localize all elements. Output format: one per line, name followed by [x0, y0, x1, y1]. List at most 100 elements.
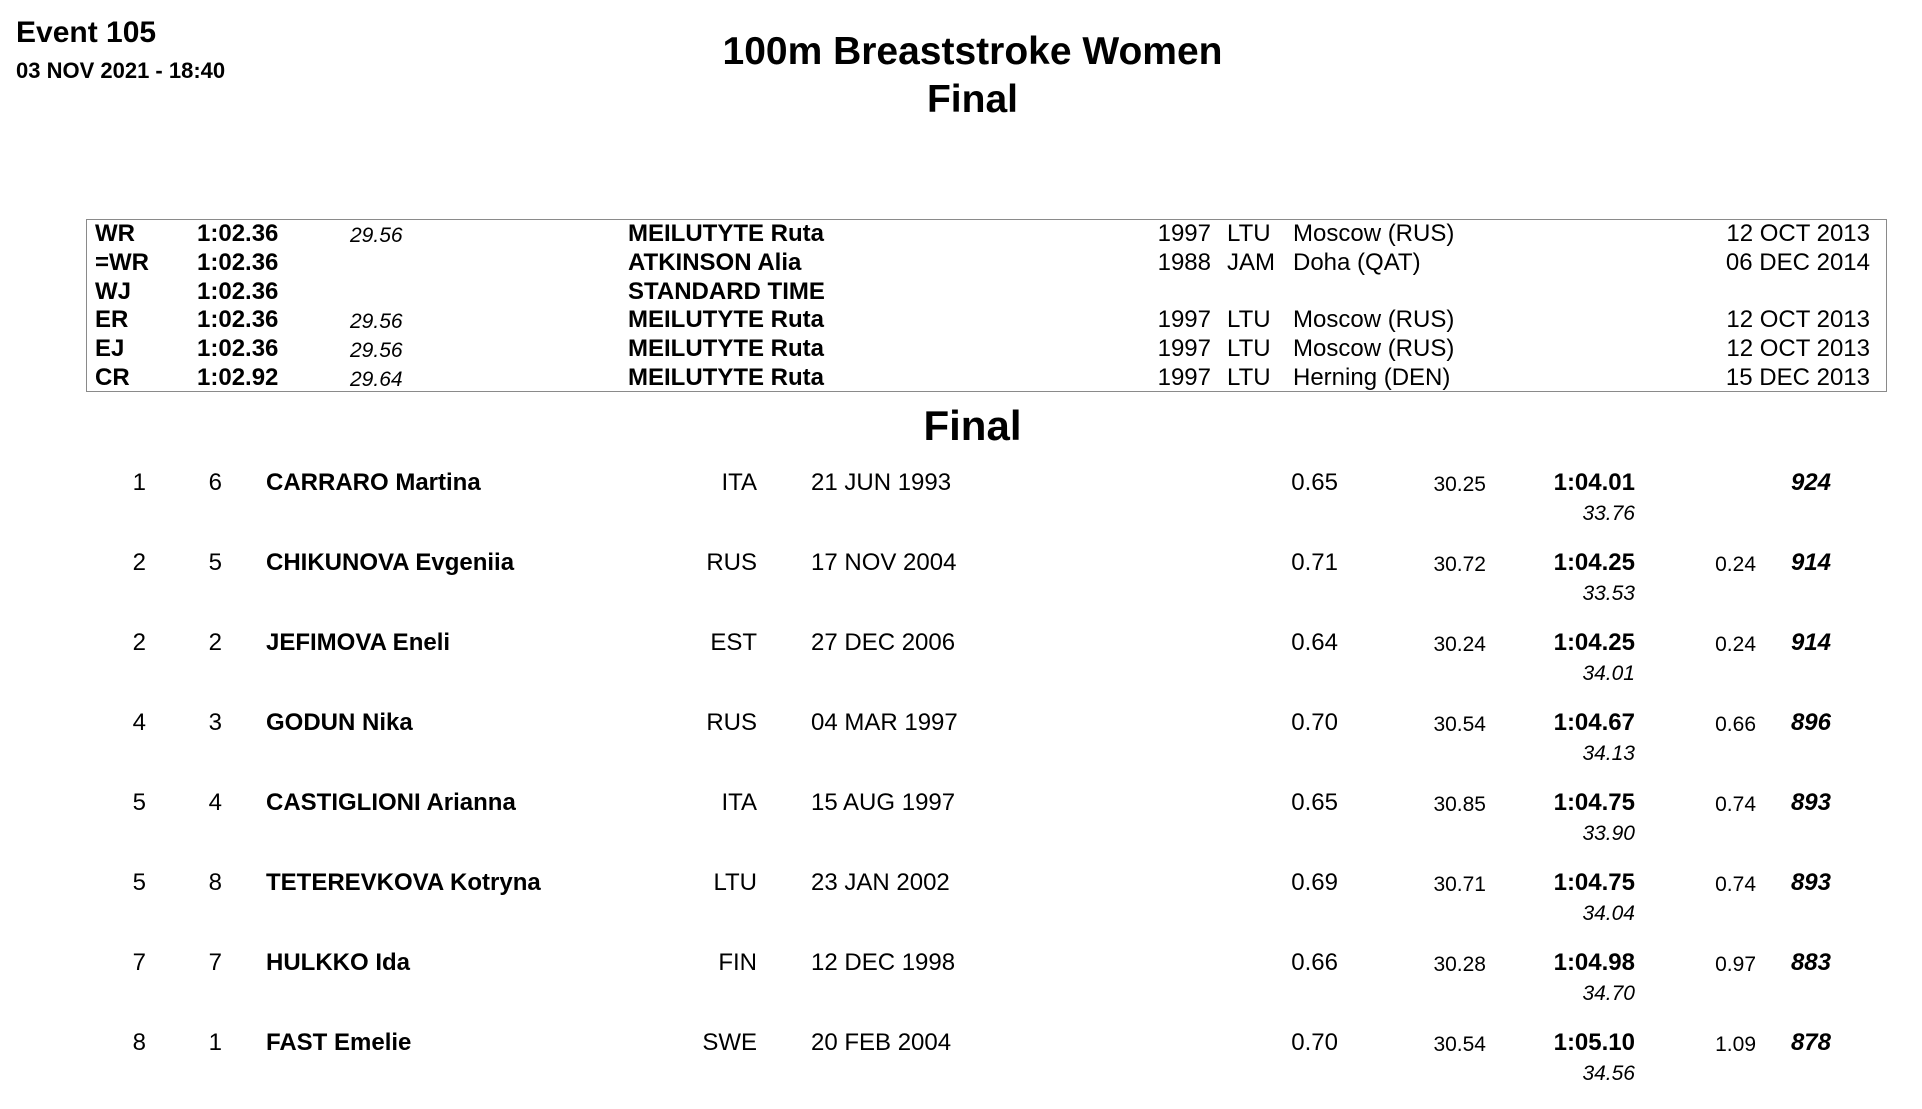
- split-50m: 30.28: [1433, 953, 1486, 976]
- split-50m: 30.71: [1433, 873, 1486, 896]
- record-row: WR 1:02.36 29.56 MEILUTYTE Ruta 1997 LTU Mosco…: [87, 220, 1886, 249]
- page-subtitle: Final: [926, 78, 1018, 121]
- result-rank: 4: [132, 709, 146, 736]
- split-100m: 34.01: [1582, 662, 1635, 685]
- athlete-nation: RUS: [706, 549, 757, 576]
- record-code: WJ: [95, 277, 131, 305]
- record-year: 1997: [1157, 306, 1211, 334]
- reaction-time: 0.70: [1291, 1029, 1338, 1056]
- record-row: =WR 1:02.36 ATKINSON Alia 1988 JAM Doha (QAT)…: [87, 249, 1886, 278]
- athlete-name: TETEREVKOVA Kotryna: [266, 869, 541, 896]
- split-50m: 30.54: [1433, 713, 1486, 736]
- record-nation: LTU: [1227, 220, 1271, 247]
- fina-points: 893: [1790, 789, 1831, 816]
- record-nation: LTU: [1227, 364, 1271, 391]
- final-time: 1:04.98: [1553, 949, 1635, 976]
- record-time: 1:02.36: [197, 220, 279, 247]
- record-code: WR: [95, 220, 135, 247]
- record-code: ER: [95, 306, 129, 334]
- fina-points: 896: [1790, 709, 1831, 736]
- record-time: 1:02.36: [197, 335, 279, 363]
- athlete-nation: SWE: [702, 1029, 757, 1056]
- record-place: Moscow (RUS): [1293, 335, 1455, 363]
- record-holder: MEILUTYTE Ruta: [628, 335, 824, 363]
- fina-points: 893: [1790, 869, 1831, 896]
- athlete-birthdate: 27 DEC 2006: [811, 629, 956, 656]
- record-time: 1:02.92: [197, 364, 279, 391]
- result-rank: 7: [132, 949, 146, 976]
- record-place: Doha (QAT): [1293, 248, 1421, 276]
- fina-points: 914: [1790, 549, 1831, 576]
- reaction-time: 0.65: [1291, 789, 1338, 816]
- record-split: 29.64: [350, 368, 403, 391]
- split-100m: 33.90: [1582, 822, 1635, 845]
- record-row: ER 1:02.36 29.56 MEILUTYTE Ruta 1997 LTU Mosco…: [87, 306, 1886, 335]
- split-100m: 34.13: [1582, 742, 1635, 765]
- result-lane: 4: [208, 789, 222, 816]
- final-time: 1:04.75: [1553, 789, 1635, 816]
- athlete-birthdate: 04 MAR 1997: [811, 709, 958, 736]
- record-nation: JAM: [1227, 248, 1275, 276]
- result-lane: 2: [208, 629, 222, 656]
- record-date: 15 DEC 2013: [1725, 364, 1870, 391]
- record-split: 29.56: [350, 339, 403, 363]
- result-rank: 1: [132, 469, 146, 496]
- page-title: 100m Breaststroke Women: [722, 30, 1223, 73]
- record-row: EJ 1:02.36 29.56 MEILUTYTE Ruta 1997 LTU Mosco…: [87, 335, 1886, 364]
- record-row: WJ 1:02.36 STANDARD TIME: [87, 278, 1886, 307]
- result-rank: 2: [132, 629, 146, 656]
- record-date: 12 OCT 2013: [1726, 220, 1870, 247]
- final-time: 1:04.01: [1553, 469, 1635, 496]
- reaction-time: 0.64: [1291, 629, 1338, 656]
- split-100m: 34.04: [1582, 902, 1635, 925]
- athlete-nation: FIN: [718, 949, 757, 976]
- record-holder: ATKINSON Alia: [628, 248, 802, 276]
- athlete-birthdate: 23 JAN 2002: [811, 869, 950, 896]
- result-rank: 2: [132, 549, 146, 576]
- split-100m: 33.53: [1582, 582, 1635, 605]
- reaction-time: 0.71: [1291, 549, 1338, 576]
- reaction-time: 0.70: [1291, 709, 1338, 736]
- time-behind: 1.09: [1715, 1033, 1756, 1056]
- result-rank: 8: [132, 1029, 146, 1056]
- reaction-time: 0.65: [1291, 469, 1338, 496]
- result-lane: 5: [208, 549, 222, 576]
- result-row: 5 8 TETEREVKOVA Kotryna LTU 23 JAN 2002 0.69 3…: [0, 869, 1922, 949]
- result-row: 4 3 GODUN Nika RUS 04 MAR 1997 0.70 30.54 1:04.…: [0, 709, 1922, 789]
- split-100m: 34.56: [1582, 1062, 1635, 1085]
- record-year: 1997: [1157, 220, 1211, 247]
- record-holder: STANDARD TIME: [628, 277, 825, 305]
- section-title: Final: [923, 402, 1022, 449]
- record-time: 1:02.36: [197, 248, 279, 276]
- athlete-name: JEFIMOVA Eneli: [266, 629, 451, 656]
- athlete-name: CASTIGLIONI Arianna: [266, 789, 516, 816]
- reaction-time: 0.66: [1291, 949, 1338, 976]
- athlete-name: HULKKO Ida: [266, 949, 410, 976]
- record-year: 1988: [1157, 248, 1211, 276]
- time-behind: 0.74: [1715, 873, 1756, 896]
- athlete-name: GODUN Nika: [266, 709, 413, 736]
- record-code: =WR: [95, 248, 149, 276]
- athlete-nation: EST: [710, 629, 757, 656]
- record-date: 12 OCT 2013: [1726, 306, 1870, 334]
- event-number: Event 105: [16, 16, 157, 49]
- reaction-time: 0.69: [1291, 869, 1338, 896]
- time-behind: 0.24: [1715, 553, 1756, 576]
- record-code: CR: [95, 364, 130, 391]
- athlete-birthdate: 15 AUG 1997: [811, 789, 956, 816]
- final-time: 1:05.10: [1553, 1029, 1635, 1056]
- athlete-nation: RUS: [706, 709, 757, 736]
- records-table: WR 1:02.36 29.56 MEILUTYTE Ruta 1997 LTU Mosco…: [86, 219, 1887, 392]
- record-time: 1:02.36: [197, 306, 279, 334]
- record-date: 12 OCT 2013: [1726, 335, 1870, 363]
- record-year: 1997: [1157, 335, 1211, 363]
- result-row: 1 6 CARRARO Martina ITA 21 JUN 1993 0.65 30.25…: [0, 469, 1922, 549]
- athlete-name: FAST Emelie: [266, 1029, 412, 1056]
- athlete-nation: ITA: [721, 469, 757, 496]
- record-time: 1:02.36: [197, 277, 279, 305]
- split-100m: 33.76: [1582, 502, 1635, 525]
- time-behind: 0.24: [1715, 633, 1756, 656]
- record-place: Moscow (RUS): [1293, 220, 1455, 247]
- split-50m: 30.72: [1433, 553, 1486, 576]
- record-nation: LTU: [1227, 335, 1271, 363]
